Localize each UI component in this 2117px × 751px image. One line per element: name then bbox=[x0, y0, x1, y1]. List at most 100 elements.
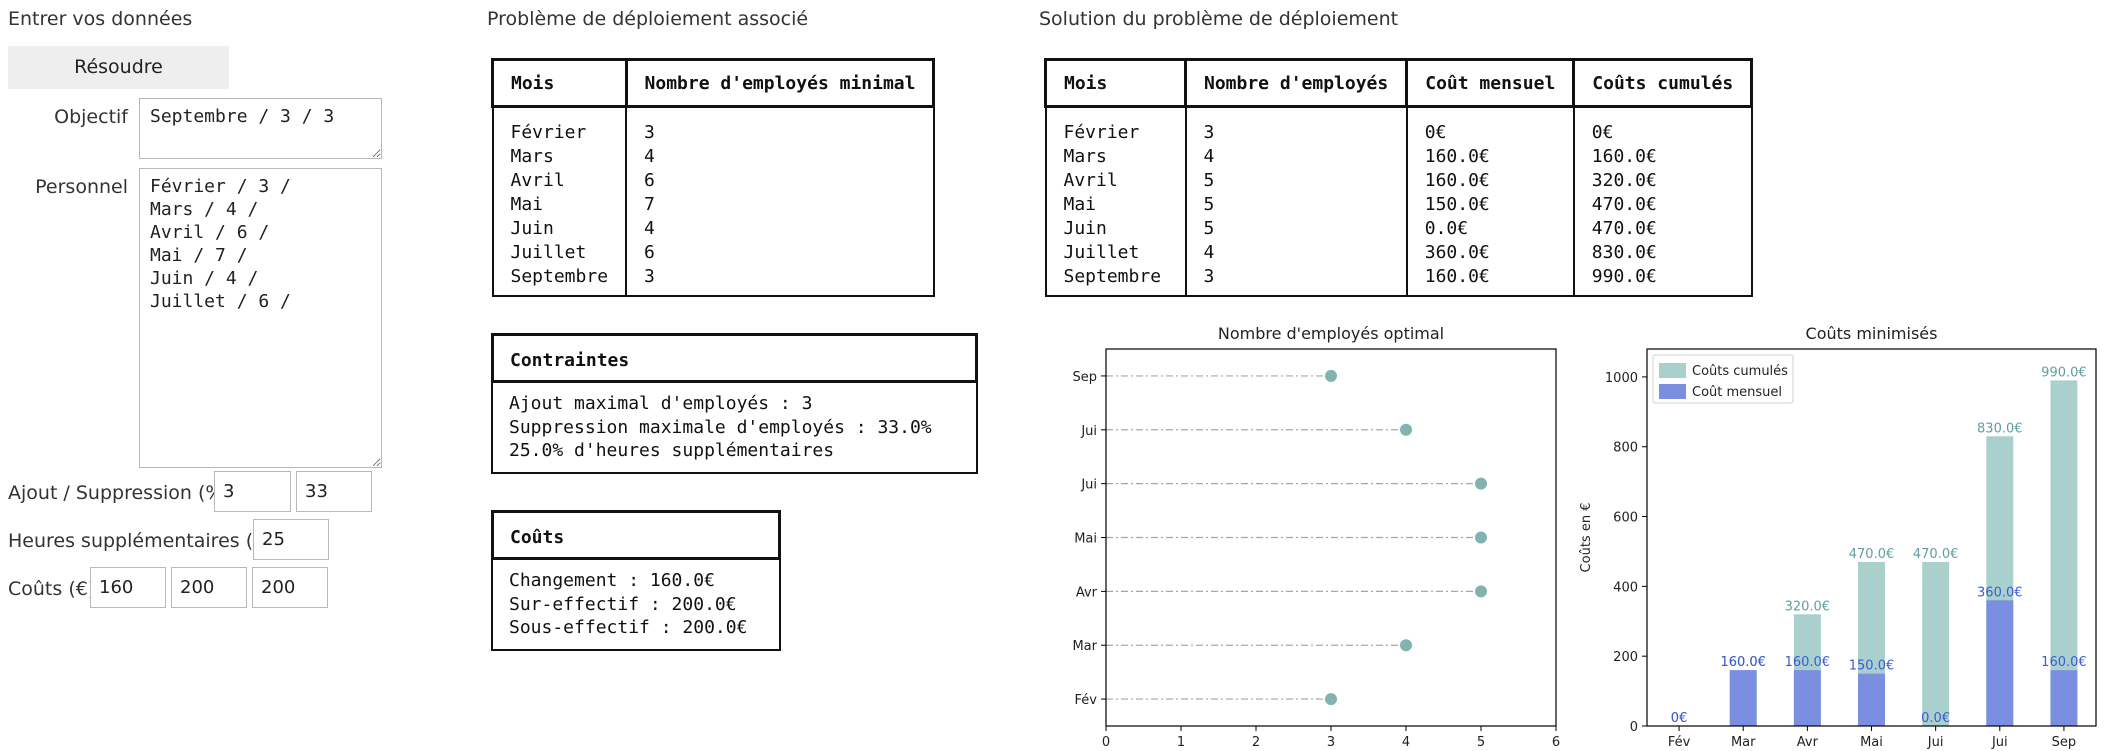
overtime-label: Heures supplémentaires (%) bbox=[8, 530, 279, 552]
problem-header-min-employees: Nombre d'employés minimal bbox=[624, 58, 936, 108]
solution-header-monthly-cost: Coût mensuel bbox=[1405, 58, 1576, 108]
cost-line: Sous-effectif : 200.0€ bbox=[509, 617, 748, 638]
x-tick-label: Jui bbox=[1991, 735, 2008, 750]
solution-table-cell: Mars bbox=[1044, 145, 1187, 169]
lollipop-point bbox=[1325, 693, 1337, 706]
lollipop-point bbox=[1400, 639, 1412, 652]
problem-table-row: Avril 6 bbox=[491, 169, 935, 193]
x-tick-label: Sep bbox=[2052, 735, 2077, 750]
y-tick-label: Fév bbox=[1075, 693, 1098, 708]
y-tick-label: 0 bbox=[1630, 720, 1638, 735]
solution-header-employees: Nombre d'employés bbox=[1183, 58, 1409, 108]
lollipop-point bbox=[1475, 477, 1487, 490]
remove-input[interactable] bbox=[296, 471, 372, 512]
solution-table-cell: 0.0€ bbox=[1405, 217, 1575, 241]
y-tick-label: 400 bbox=[1613, 580, 1638, 595]
problem-table-row: Mars 4 bbox=[491, 145, 935, 169]
solution-table-cell: Juin bbox=[1044, 217, 1187, 241]
solution-table-cell: Mai bbox=[1044, 193, 1187, 217]
x-tick-label: Mar bbox=[1731, 735, 1756, 750]
x-tick-label: Fév bbox=[1668, 735, 1691, 750]
x-tick-label: Avr bbox=[1797, 735, 1819, 750]
cumulative-cost-data-label: 160.0€ bbox=[1720, 655, 1766, 670]
lollipop-point bbox=[1475, 585, 1487, 598]
monthly-cost-data-label: 160.0€ bbox=[1720, 655, 1766, 670]
solution-table-cell: 0€ bbox=[1405, 106, 1575, 145]
constraint-line: 25.0% d'heures supplémentaires bbox=[509, 440, 835, 461]
solution-table-row: Mars 4 160.0€ 160.0€ bbox=[1044, 145, 1753, 169]
problem-title: Problème de déploiement associé bbox=[487, 8, 809, 30]
monthly-cost-data-label: 160.0€ bbox=[1785, 655, 1831, 670]
solution-table-cell: 470.0€ bbox=[1572, 193, 1753, 217]
y-tick-label: Mai bbox=[1074, 532, 1097, 547]
problem-table-cell: 6 bbox=[625, 241, 935, 265]
solution-header-cumulative-cost: Coûts cumulés bbox=[1572, 58, 1754, 108]
constraints-title: Contraintes bbox=[491, 333, 978, 383]
problem-table-cell: 4 bbox=[625, 217, 935, 241]
problem-table-cell: 3 bbox=[625, 265, 935, 297]
problem-table-cell: Mars bbox=[491, 145, 628, 169]
constraints-box: Contraintes Ajout maximal d'employés : 3… bbox=[491, 333, 978, 474]
form-title: Entrer vos données bbox=[8, 8, 193, 30]
change-cost-input[interactable] bbox=[90, 567, 166, 608]
monthly-cost-data-label: 150.0€ bbox=[1849, 659, 1895, 674]
cumulative-cost-data-label: 0€ bbox=[1671, 711, 1688, 726]
cost-line: Changement : 160.0€ bbox=[509, 570, 715, 591]
cumulative-cost-data-label: 470.0€ bbox=[1913, 547, 1959, 562]
problem-table-header: Mois Nombre d'employés minimal bbox=[491, 58, 936, 108]
problem-table-cell: 3 bbox=[625, 106, 935, 145]
x-tick-label: 1 bbox=[1177, 735, 1185, 750]
overtime-input[interactable] bbox=[253, 519, 329, 560]
solution-table-cell: 5 bbox=[1184, 217, 1408, 241]
y-tick-label: Avr bbox=[1076, 585, 1098, 600]
costs-chart-title: Coûts minimisés bbox=[1806, 324, 1938, 343]
solve-button[interactable]: Résoudre bbox=[8, 46, 229, 89]
solution-table-cell: Juillet bbox=[1044, 241, 1187, 265]
solution-table-cell: 160.0€ bbox=[1405, 169, 1575, 193]
solution-table-cell: 470.0€ bbox=[1572, 217, 1753, 241]
overstaff-cost-input[interactable] bbox=[171, 567, 247, 608]
monthly-cost-data-label: 0.0€ bbox=[1921, 711, 1950, 726]
employees-plot-frame bbox=[1105, 348, 1557, 727]
solution-table-cell: 160.0€ bbox=[1572, 145, 1753, 169]
lollipop-point bbox=[1325, 369, 1337, 382]
solution-table-cell: 990.0€ bbox=[1572, 265, 1753, 297]
x-tick-label: 0 bbox=[1102, 735, 1110, 750]
costs-label: Coûts (€) bbox=[8, 578, 96, 600]
x-tick-label: 4 bbox=[1402, 735, 1410, 750]
monthly-cost-data-label: 360.0€ bbox=[1977, 585, 2023, 600]
personnel-label: Personnel bbox=[35, 176, 128, 198]
legend-label: Coûts cumulés bbox=[1692, 364, 1788, 379]
problem-table-cell: Septembre bbox=[491, 265, 628, 297]
cumulative-cost-bar bbox=[2050, 380, 2078, 726]
monthly-cost-bar bbox=[1986, 600, 2014, 726]
legend-swatch bbox=[1659, 384, 1686, 399]
costs-plot-frame bbox=[1646, 348, 2097, 727]
cumulative-cost-data-label: 990.0€ bbox=[2041, 365, 2087, 380]
solution-table-cell: 3 bbox=[1184, 265, 1408, 297]
objective-textarea[interactable]: Septembre / 3 / 3 bbox=[139, 98, 382, 159]
costs-y-axis-label: Coûts en € bbox=[1579, 503, 1594, 573]
problem-table-cell: Juillet bbox=[491, 241, 628, 265]
x-tick-label: 2 bbox=[1252, 735, 1260, 750]
problem-table-row: Septembre 3 bbox=[491, 265, 935, 297]
personnel-textarea[interactable]: Février / 3 / Mars / 4 / Avril / 6 / Mai… bbox=[139, 168, 382, 468]
add-input[interactable] bbox=[214, 471, 291, 512]
cumulative-cost-bar bbox=[1922, 561, 1950, 726]
problem-table-cell: Mai bbox=[491, 193, 628, 217]
x-tick-label: 6 bbox=[1552, 735, 1560, 750]
x-tick-label: Mai bbox=[1860, 735, 1883, 750]
solution-table-cell: Septembre bbox=[1044, 265, 1187, 297]
solution-table-row: Septembre 3 160.0€ 990.0€ bbox=[1044, 265, 1753, 297]
solution-table-cell: Avril bbox=[1044, 169, 1187, 193]
solution-table-row: Février 3 0€ 0€ bbox=[1044, 106, 1753, 145]
objective-label: Objectif bbox=[54, 106, 128, 128]
lollipop-point bbox=[1400, 423, 1412, 436]
y-tick-label: Jui bbox=[1080, 478, 1097, 493]
constraints-list: Ajout maximal d'employés : 3 Suppression … bbox=[491, 383, 978, 474]
solution-table-row: Juin 5 0.0€ 470.0€ bbox=[1044, 217, 1753, 241]
y-tick-label: 600 bbox=[1613, 511, 1638, 526]
y-tick-label: 200 bbox=[1613, 650, 1638, 665]
solution-table-cell: 5 bbox=[1184, 193, 1408, 217]
understaff-cost-input[interactable] bbox=[252, 567, 328, 608]
